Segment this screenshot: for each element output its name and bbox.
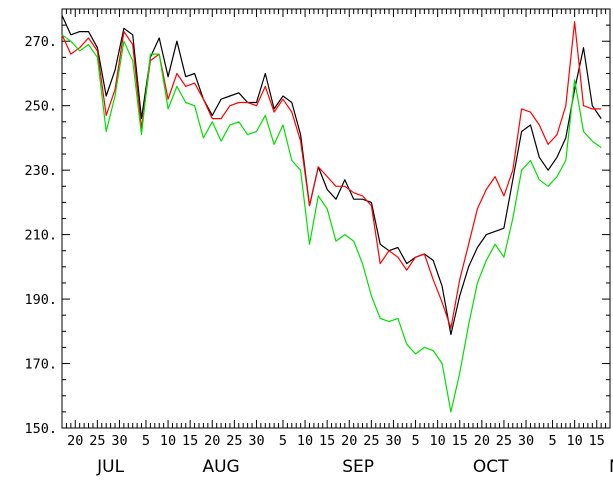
y-tick-label: 210. <box>24 228 57 244</box>
plot-frame <box>61 8 611 429</box>
month-label: NOV <box>609 457 613 477</box>
x-tick-label: 5 <box>142 433 150 449</box>
series-line-2 <box>61 21 602 329</box>
x-tick-label: 20 <box>474 433 490 449</box>
month-label: JUL <box>96 457 124 477</box>
y-tick-label: 190. <box>24 292 57 308</box>
x-tick-label: 25 <box>89 433 105 449</box>
axis-labels: 150. 170. 190. 210. 230. 250. 270. 20 25 30 5 10 15 2… <box>24 34 613 477</box>
x-tick-label: 30 <box>248 433 264 449</box>
x-tick-label: 20 <box>204 433 220 449</box>
x-tick-label: 10 <box>160 433 176 449</box>
x-tick-label: 10 <box>430 433 446 449</box>
y-axis-ticks <box>62 8 610 429</box>
series-line-3 <box>61 34 602 413</box>
y-tick-label: 250. <box>24 99 57 115</box>
x-tick-label: 30 <box>385 433 401 449</box>
x-tick-label: 30 <box>518 433 534 449</box>
month-label: OCT <box>473 457 509 477</box>
series-lines <box>61 15 602 413</box>
x-tick-label: 5 <box>279 433 287 449</box>
x-tick-label: 15 <box>589 433 605 449</box>
y-tick-label: 150. <box>24 421 57 437</box>
x-tick-label: 25 <box>226 433 242 449</box>
x-tick-label: 15 <box>182 433 198 449</box>
y-tick-label: 230. <box>24 163 57 179</box>
x-tick-label: 5 <box>411 433 419 449</box>
y-tick-label: 170. <box>24 357 57 373</box>
x-tick-label: 15 <box>452 433 468 449</box>
x-tick-label: 25 <box>363 433 379 449</box>
x-tick-label: 10 <box>297 433 313 449</box>
x-tick-label: 10 <box>567 433 583 449</box>
month-label: AUG <box>202 457 239 477</box>
plot-area <box>61 8 611 429</box>
x-tick-label: 30 <box>111 433 127 449</box>
x-tick-label: 20 <box>67 433 83 449</box>
month-label: SEP <box>342 457 374 477</box>
x-tick-label: 15 <box>319 433 335 449</box>
x-axis-ticks <box>61 9 611 428</box>
y-tick-label: 270. <box>24 34 57 50</box>
x-tick-label: 5 <box>548 433 556 449</box>
x-tick-label: 25 <box>496 433 512 449</box>
x-tick-label: 20 <box>341 433 357 449</box>
